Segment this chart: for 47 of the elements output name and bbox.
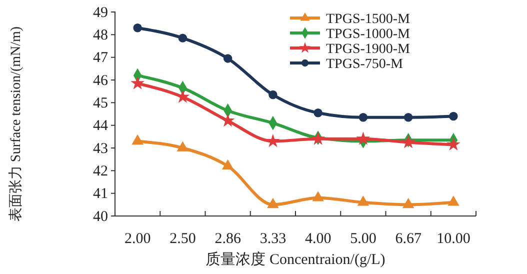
- point: [446, 137, 460, 151]
- y-tick-label: 47: [93, 50, 108, 66]
- x-tick-label: 10.00: [436, 231, 470, 247]
- legend-label: TPGS-1900-M: [326, 42, 411, 57]
- point: [401, 135, 416, 148]
- point: [449, 112, 458, 121]
- point: [402, 198, 414, 208]
- point: [268, 90, 278, 100]
- point: [133, 24, 142, 32]
- point: [311, 132, 326, 145]
- point: [404, 113, 413, 122]
- x-tick-label: 2.50: [170, 231, 196, 247]
- point: [178, 34, 188, 42]
- y-tick-label: 45: [93, 95, 108, 112]
- x-tick-label: 6.67: [395, 231, 422, 247]
- legend-label: TPGS-750-M: [326, 57, 404, 72]
- x-tick-label: 5.00: [350, 231, 376, 247]
- point: [314, 108, 322, 118]
- point: [357, 196, 370, 206]
- point: [267, 198, 279, 208]
- point: [176, 141, 189, 152]
- y-tick-label: 44: [93, 118, 108, 134]
- point: [132, 134, 144, 145]
- point: [312, 191, 324, 202]
- y-tick-label: 49: [93, 4, 108, 21]
- y-tick-label: 42: [93, 163, 108, 180]
- y-tick-label: 40: [93, 208, 108, 225]
- point: [358, 113, 368, 122]
- x-tick-label: 3.33: [260, 231, 286, 247]
- y-axis-title: 表面张力 Surface tension/(mN/m): [8, 26, 24, 222]
- x-tick-label: 4.00: [304, 231, 332, 247]
- legend-label: TPGS-1000-M: [326, 27, 411, 42]
- point: [130, 76, 145, 90]
- point: [448, 196, 460, 206]
- x-axis-title: 质量浓度 Concentraion/(g/L): [206, 251, 386, 268]
- x-tick-label: 2.00: [124, 231, 151, 247]
- point: [222, 159, 234, 170]
- point: [356, 132, 370, 145]
- y-tick-label: 46: [93, 72, 108, 89]
- y-tick-label: 41: [93, 186, 108, 202]
- y-tick-label: 48: [93, 27, 108, 44]
- point: [220, 113, 235, 127]
- x-tick-label: 2.86: [214, 231, 242, 247]
- point: [266, 134, 280, 148]
- legend-label: TPGS-1500-M: [326, 12, 411, 27]
- y-tick-label: 43: [93, 140, 108, 157]
- point: [223, 54, 232, 63]
